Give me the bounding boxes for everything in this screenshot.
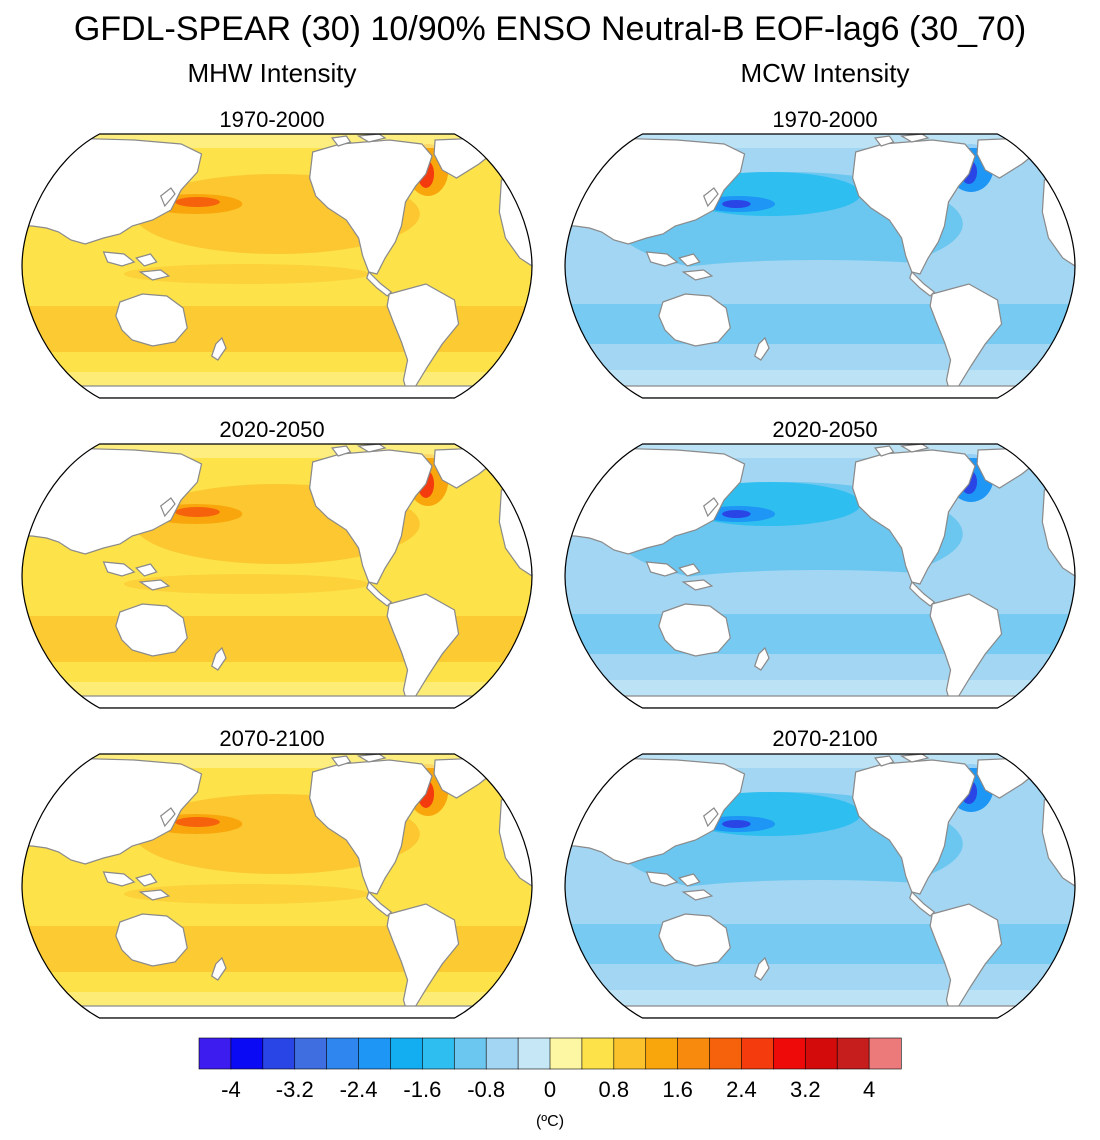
colorbar-swatch xyxy=(741,1037,774,1070)
colorbar-swatch xyxy=(390,1037,423,1070)
colorbar-tick-label: -1.6 xyxy=(403,1077,441,1102)
panel-title-mcw-2070-2100: 2070-2100 xyxy=(772,726,877,751)
colorbar-tick-label: -3.2 xyxy=(276,1077,314,1102)
colorbar-swatch xyxy=(645,1037,679,1070)
panel-title-mhw-2070-2100: 2070-2100 xyxy=(219,726,324,751)
colorbar-swatch xyxy=(230,1037,264,1070)
colorbar-swatch xyxy=(773,1037,806,1070)
colorbar: -4 -3.2 -2.4 -1.6 -0.8 0 0.8 1.6 2.4 3.2 4 xyxy=(198,1037,902,1102)
panel-title-mcw-1970-2000: 1970-2000 xyxy=(772,107,877,132)
map-panel-mhw-1970-2000 xyxy=(21,133,533,399)
colorbar-swatch xyxy=(677,1037,711,1070)
colorbar-tick-label: -2.4 xyxy=(340,1077,378,1102)
colorbar-swatch xyxy=(836,1037,870,1070)
panel-title-mhw-1970-2000: 1970-2000 xyxy=(219,107,324,132)
colorbar-units: (ºC) xyxy=(536,1113,564,1130)
colorbar-swatch xyxy=(613,1037,647,1070)
map-panel-mcw-2070-2100 xyxy=(564,753,1076,1019)
colorbar-tick-label: -4 xyxy=(221,1077,241,1102)
colorbar-swatch xyxy=(358,1037,392,1070)
colorbar-tick-label: -0.8 xyxy=(467,1077,505,1102)
colorbar-swatch xyxy=(198,1037,232,1070)
colorbar-tick-label: 0.8 xyxy=(599,1077,630,1102)
map-panel-mcw-1970-2000 xyxy=(564,133,1076,399)
colorbar-swatch xyxy=(422,1037,455,1070)
map-panel-mhw-2020-2050 xyxy=(21,443,533,709)
colorbar-tick-label: 1.6 xyxy=(662,1077,693,1102)
colorbar-swatch xyxy=(294,1037,328,1070)
colorbar-swatch xyxy=(517,1037,551,1070)
figure-title: GFDL-SPEAR (30) 10/90% ENSO Neutral-B EO… xyxy=(74,10,1026,48)
colorbar-swatch xyxy=(326,1037,360,1070)
column-label-mcw: MCW Intensity xyxy=(740,58,909,88)
colorbar-swatch xyxy=(868,1037,902,1070)
map-panel-mcw-2020-2050 xyxy=(564,443,1076,709)
colorbar-tick-label: 4 xyxy=(863,1077,875,1102)
colorbar-tick-label: 0 xyxy=(544,1077,556,1102)
colorbar-swatch xyxy=(262,1037,296,1070)
colorbar-swatch xyxy=(581,1037,615,1070)
colorbar-swatch xyxy=(709,1037,743,1070)
colorbar-tick-label: 3.2 xyxy=(790,1077,821,1102)
column-label-mhw: MHW Intensity xyxy=(187,58,356,88)
map-panel-mhw-2070-2100 xyxy=(21,753,533,1019)
panel-title-mhw-2020-2050: 2020-2050 xyxy=(219,417,324,442)
colorbar-swatch xyxy=(804,1037,838,1070)
colorbar-swatch xyxy=(453,1037,487,1070)
colorbar-swatch xyxy=(485,1037,519,1070)
colorbar-swatch xyxy=(549,1037,583,1070)
colorbar-tick-label: 2.4 xyxy=(726,1077,757,1102)
panel-title-mcw-2020-2050: 2020-2050 xyxy=(772,417,877,442)
